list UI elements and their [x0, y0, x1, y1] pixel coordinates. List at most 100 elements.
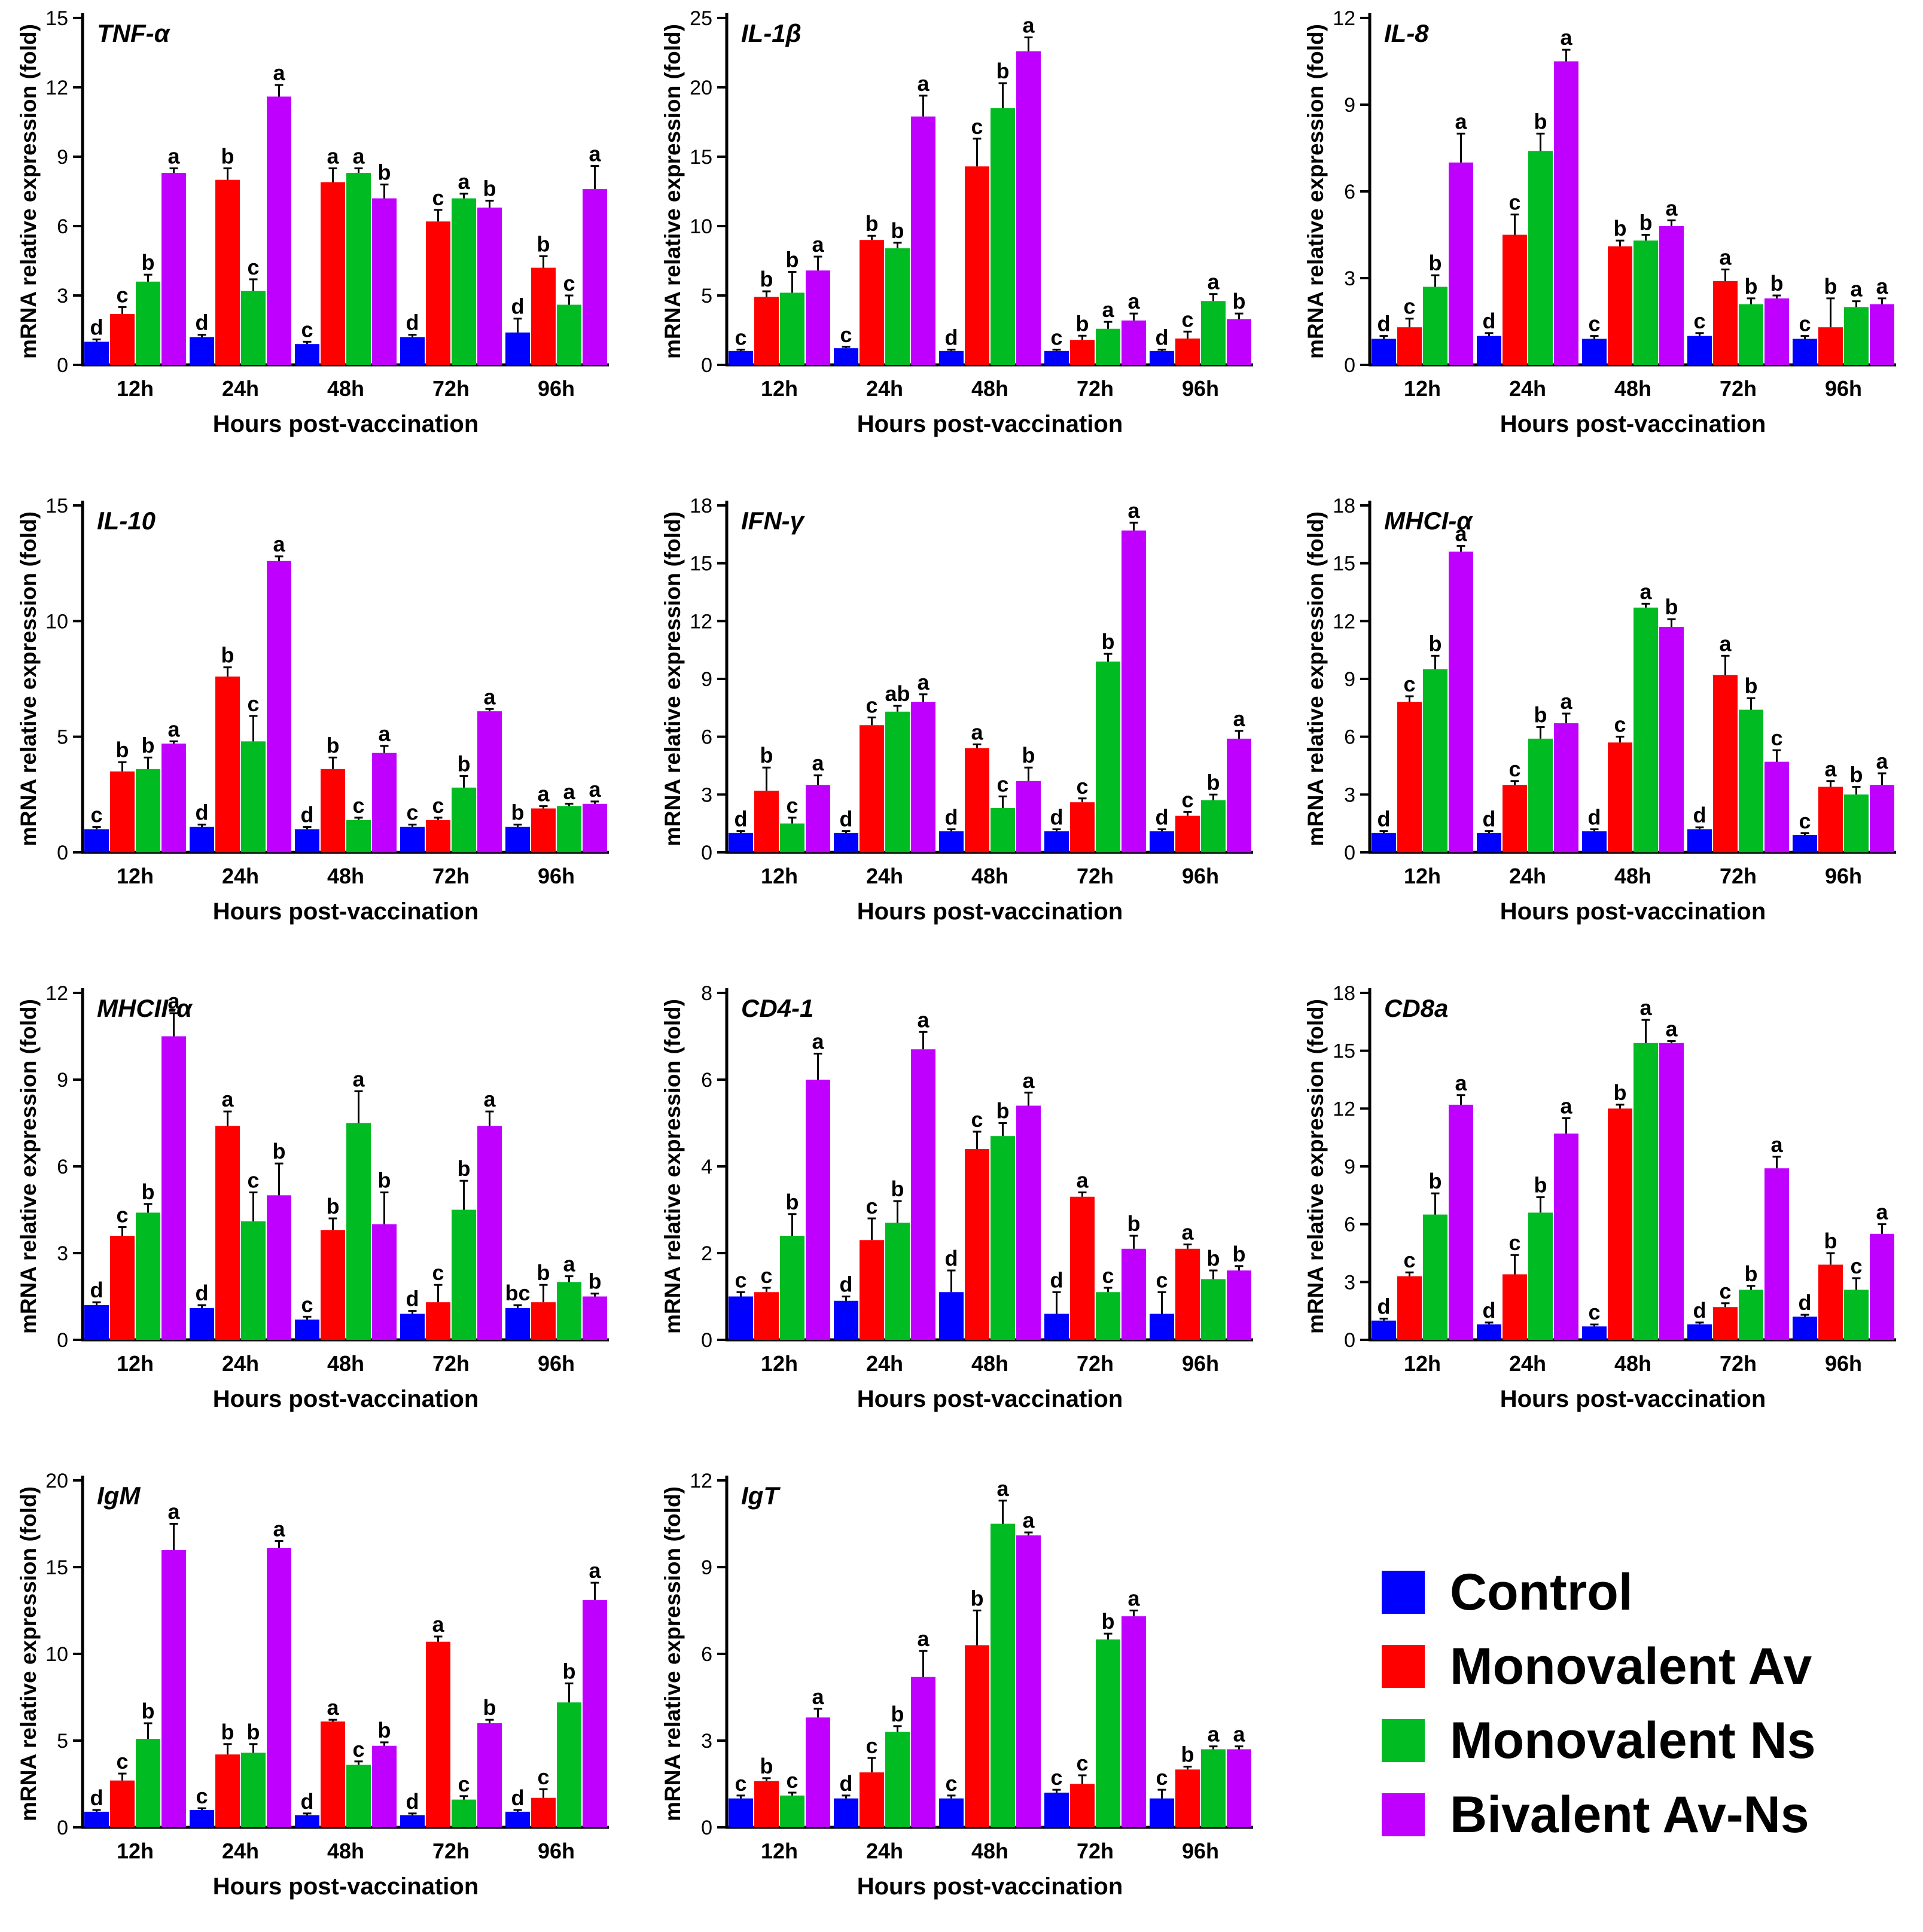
ifn-significance-letter: d [735, 807, 748, 831]
mhcii-x-tick-label: 24h [222, 1351, 259, 1376]
igt-significance-letter: c [735, 1771, 746, 1796]
mhcii-y-tick-label: 6 [57, 1156, 68, 1178]
igt-significance-letter: b [971, 1586, 984, 1611]
cd4-1-significance-letter: c [1102, 1263, 1114, 1288]
cd8a-bar-monovalent-ns-72h [1739, 1290, 1763, 1340]
igm-significance-letter: c [352, 1737, 364, 1762]
il-8-x-tick-label: 72h [1720, 376, 1757, 401]
tnf-bar-monovalent-ns-12h [136, 281, 160, 365]
il-8-bar-monovalent-ns-24h [1528, 151, 1553, 365]
il-10-bar-monovalent-ns-48h [346, 819, 371, 852]
mhci-significance-letter: b [1665, 595, 1678, 619]
mhci-x-tick-label: 12h [1404, 864, 1441, 888]
tnf-y-tick-label: 3 [57, 285, 68, 307]
cd4-1-bar-bivalent-av-ns-24h [911, 1049, 935, 1340]
igm-x-tick-label: 96h [538, 1839, 575, 1863]
igm-significance-letter: c [458, 1772, 470, 1796]
cd4-1-bar-bivalent-av-ns-96h [1227, 1270, 1251, 1340]
igt-bar-control-72h [1044, 1793, 1069, 1827]
mhci-significance-letter: a [1719, 631, 1732, 656]
cd4-1-y-tick-label: 0 [701, 1329, 712, 1352]
igm-y-tick-label: 20 [45, 1470, 68, 1492]
mhci-bar-monovalent-ns-12h [1423, 669, 1447, 852]
il-10-significance-letter: d [301, 802, 314, 827]
il-1-bar-bivalent-av-ns-96h [1227, 319, 1251, 365]
igt-significance-letter: b [760, 1754, 773, 1778]
ifn-y-axis-label: mRNA relative expression (fold) [660, 511, 685, 846]
cd8a-significance-letter: b [1824, 1229, 1837, 1253]
igt-x-tick-label: 72h [1077, 1839, 1114, 1863]
tnf-y-tick-label: 6 [57, 215, 68, 238]
mhcii-significance-letter: c [432, 1260, 444, 1285]
igm-significance-letter: c [537, 1765, 549, 1789]
igt-significance-letter: a [1127, 1586, 1140, 1611]
igt-significance-letter: c [865, 1733, 877, 1758]
igm-bar-monovalent-ns-72h [452, 1799, 476, 1827]
il-10-bar-bivalent-av-ns-48h [372, 752, 397, 852]
il-1-y-axis-label: mRNA relative expression (fold) [660, 24, 685, 359]
cd8a-bar-bivalent-av-ns-12h [1449, 1104, 1473, 1340]
mhci-bar-control-72h [1687, 829, 1712, 852]
mhci-bar-monovalent-av-48h [1608, 742, 1632, 852]
legend-swatch-bivalent-av-ns [1382, 1793, 1425, 1836]
igm-bar-monovalent-ns-24h [241, 1753, 266, 1827]
cd8a-bar-control-48h [1582, 1326, 1607, 1340]
il-1-bar-monovalent-ns-12h [780, 292, 804, 365]
igm-y-tick-label: 0 [57, 1817, 68, 1839]
mhcii-significance-letter: d [406, 1287, 419, 1311]
mhcii-significance-letter: a [563, 1252, 575, 1276]
ifn-significance-letter: ab [885, 681, 910, 706]
igt-bar-monovalent-ns-72h [1096, 1639, 1120, 1827]
mhci-y-tick-label: 18 [1333, 495, 1355, 517]
cd8a-y-tick-label: 12 [1333, 1098, 1355, 1120]
cd4-1-significance-letter: a [812, 1029, 824, 1054]
tnf-significance-letter: a [273, 60, 285, 85]
igm-significance-letter: d [90, 1785, 103, 1810]
il-8-significance-letter: a [1719, 245, 1732, 270]
igt-x-tick-label: 12h [761, 1839, 798, 1863]
igt-bar-control-12h [729, 1798, 753, 1827]
il-1-y-tick-label: 10 [690, 215, 712, 238]
igm-bar-control-24h [190, 1810, 214, 1827]
il-10-x-tick-label: 24h [222, 864, 259, 888]
mhci-bar-control-24h [1477, 833, 1501, 852]
il-1-x-axis-label: Hours post-vaccination [857, 411, 1123, 437]
igt-bar-monovalent-ns-24h [885, 1732, 910, 1827]
ifn-bar-monovalent-av-72h [1070, 802, 1095, 852]
igm-bar-monovalent-av-96h [531, 1797, 556, 1827]
mhci-bar-bivalent-av-ns-96h [1870, 785, 1894, 852]
igt-y-tick-label: 0 [701, 1817, 712, 1839]
ifn-x-tick-label: 72h [1077, 864, 1114, 888]
il-1-significance-letter: b [891, 218, 904, 243]
mhcii-significance-letter: d [196, 1281, 209, 1305]
il-8-significance-letter: d [1483, 309, 1496, 333]
cd8a-x-tick-label: 72h [1720, 1351, 1757, 1376]
il-10-significance-letter: c [352, 793, 364, 818]
mhci-significance-letter: a [1560, 689, 1572, 714]
il-10-significance-letter: c [432, 793, 444, 818]
il-1-significance-letter: c [971, 114, 983, 139]
ifn-x-tick-label: 96h [1182, 864, 1219, 888]
il-10-significance-letter: a [483, 684, 496, 709]
il-10-x-axis-label: Hours post-vaccination [213, 898, 479, 925]
tnf-bar-monovalent-ns-48h [346, 173, 371, 365]
mhci-bar-monovalent-ns-96h [1844, 794, 1869, 852]
igt-bar-control-96h [1150, 1798, 1174, 1827]
cd8a-significance-letter: b [1614, 1080, 1627, 1105]
igt-significance-letter: c [786, 1768, 798, 1793]
cd8a-significance-letter: b [1534, 1173, 1547, 1197]
ifn-significance-letter: c [996, 772, 1008, 797]
mhcii-bar-monovalent-av-72h [426, 1302, 450, 1340]
il-10-significance-letter: a [378, 721, 391, 746]
mhcii-bar-monovalent-av-96h [531, 1302, 556, 1340]
il-10-y-tick-label: 10 [45, 610, 68, 633]
mhci-significance-letter: d [1588, 805, 1601, 829]
il-8-significance-letter: b [1614, 216, 1627, 240]
tnf-significance-letter: b [378, 160, 391, 184]
legend-label-control: Control [1450, 1563, 1633, 1621]
il-1-significance-letter: a [1127, 289, 1140, 313]
cd8a-bar-bivalent-av-ns-96h [1870, 1233, 1894, 1340]
cd4-1-bar-monovalent-av-48h [965, 1149, 989, 1340]
cd8a-bar-monovalent-ns-24h [1528, 1212, 1553, 1340]
il-1-bar-bivalent-av-ns-24h [911, 116, 935, 365]
